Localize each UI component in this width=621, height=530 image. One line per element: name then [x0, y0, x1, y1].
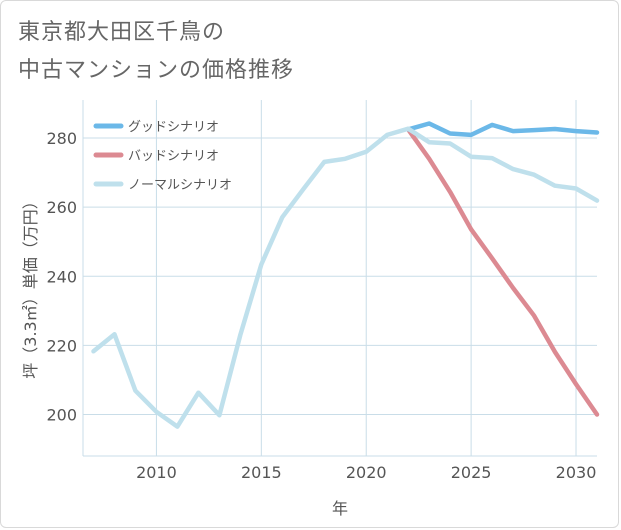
y-axis-tick-labels: 200 220 240 260 280 [46, 129, 77, 425]
y-tick-label: 220 [46, 336, 77, 355]
plot-frame [82, 100, 597, 457]
series-line-1 [405, 121, 600, 138]
legend-label: グッドシナリオ [128, 120, 219, 135]
legend-label: バッドシナリオ [128, 149, 219, 164]
series-line-2 [405, 127, 600, 417]
y-axis-label: 坪（3.3㎡）単価（万円） [21, 193, 40, 378]
series-line-3 [91, 126, 600, 429]
series-lines [91, 121, 600, 429]
chart-title: 東京都大田区千鳥の 中古マンションの価格推移 [18, 14, 578, 90]
x-tick-label: 2025 [451, 463, 492, 482]
title-line-1: 東京都大田区千鳥の [18, 20, 226, 45]
x-tick-label: 2020 [346, 463, 387, 482]
x-axis-tick-labels: 2010 2015 2020 2025 2030 [136, 463, 596, 482]
x-axis-label: 年 [332, 499, 348, 518]
x-tick-label: 2010 [136, 463, 177, 482]
y-tick-label: 260 [46, 198, 77, 217]
title-line-2: 中古マンションの価格推移 [18, 58, 295, 83]
y-tick-label: 280 [46, 129, 77, 148]
y-tick-label: 240 [46, 267, 77, 286]
legend-label: ノーマルシナリオ [128, 178, 232, 193]
x-tick-label: 2030 [556, 463, 597, 482]
grid-lines [83, 100, 597, 456]
y-tick-label: 200 [46, 406, 77, 425]
x-tick-label: 2015 [241, 463, 282, 482]
